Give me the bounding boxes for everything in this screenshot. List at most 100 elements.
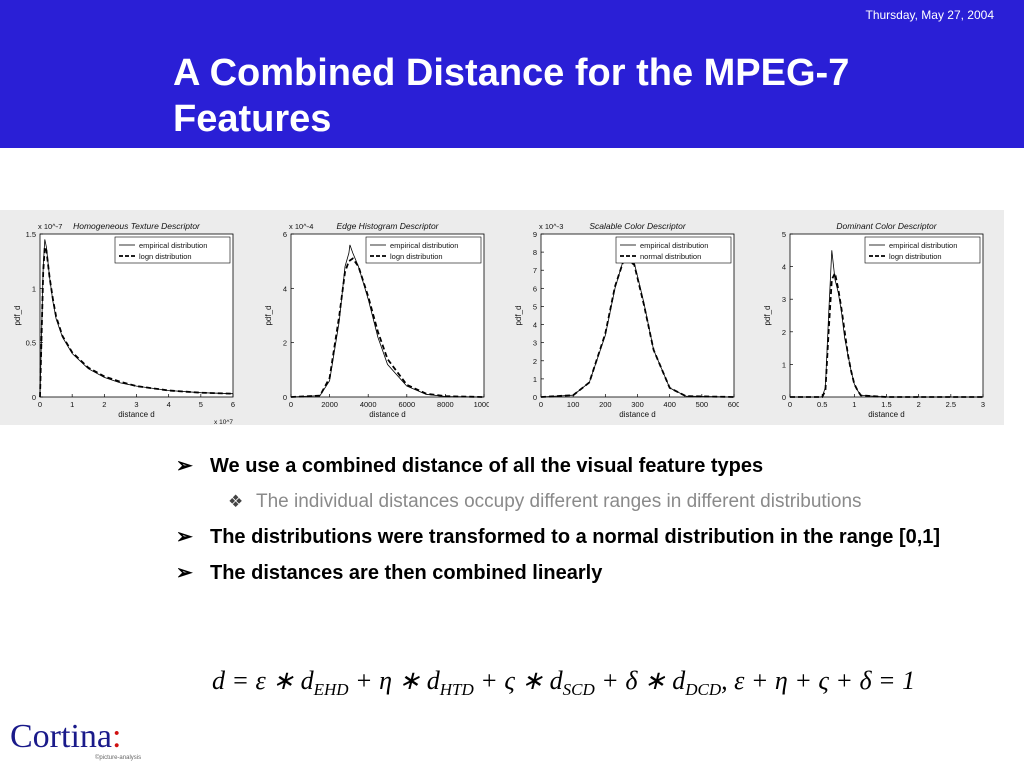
series-line [39,243,234,398]
x-tick-label: 100 [567,400,580,409]
legend-label: empirical distribution [640,241,708,250]
title-banner: Thursday, May 27, 2004 A Combined Distan… [0,0,1024,148]
diamond-bullet-icon: ❖ [228,492,244,511]
y-axis-label: pdf_d [763,305,772,325]
x-tick-label: 0 [38,400,42,409]
slide-title: A Combined Distance for the MPEG-7 Featu… [173,52,850,140]
y-tick-label: 3 [533,339,537,348]
x-axis-label: distance d [369,410,405,419]
y-tick-label: 4 [533,321,537,330]
formula-subscript: EHD [313,680,349,700]
y-tick-label: 7 [533,266,537,275]
x-tick-label: 5 [199,400,203,409]
arrow-bullet-icon: ➢ [176,455,193,477]
legend-box [114,236,231,264]
date-label: Thursday, May 27, 2004 [865,8,994,22]
x-tick-label: 2.5 [946,400,956,409]
x-tick-label: 2 [102,400,106,409]
x-tick-label: 300 [631,400,644,409]
sub-bullet-item: ❖ The individual distances occupy differ… [170,488,990,515]
x-tick-label: 400 [663,400,676,409]
y-tick-label: 6 [283,230,287,239]
x-axis-label: distance d [868,410,904,419]
chart-title: Dominant Color Descriptor [836,221,937,231]
x-tick-label: 1 [70,400,74,409]
legend-label: logn distribution [139,252,192,261]
y-axis-label: pdf_d [264,305,273,325]
x-tick-label: 8000 [437,400,454,409]
distribution-charts: Homogeneous Texture Descriptor x 10^-7 x 1… [0,210,1004,425]
y-axis-label: pdf_d [13,305,22,325]
x-tick-label: 200 [599,400,612,409]
legend-label: empirical distribution [390,241,458,250]
y-tick-label: 0.5 [26,339,36,348]
y-tick-label: 3 [782,295,786,304]
x-tick-label: 4 [167,400,171,409]
x-tick-label: 600 [728,400,739,409]
x-axis-label: distance d [118,410,154,419]
legend-label: normal distribution [640,252,701,261]
formula-part: + η ∗ d [348,666,440,695]
formula-part: + ς ∗ d [473,666,563,695]
chart-4: Dominant Color Descriptor 0 0.5 1 1.5 2 2.5 3 0 1… [763,221,985,419]
y-tick-label: 2 [782,328,786,337]
legend-box [365,236,482,264]
x-tick-label: 6 [231,400,235,409]
y-tick-label: 2 [283,339,287,348]
formula-subscript: SCD [562,680,595,700]
y-tick-label: 1 [32,284,36,293]
logo-colon: : [111,718,122,755]
y-tick-label: 0 [283,393,287,402]
y-multiplier: x 10^-4 [289,222,313,231]
chart-3: Scalable Color Descriptor x 10^-3 0 100 200 3… [514,221,739,419]
bullet-text: The individual distances occupy differen… [256,491,862,512]
series-line [790,270,983,398]
legend-label: empirical distribution [139,241,207,250]
cortina-logo: Cortina: [10,718,121,756]
x-tick-label: 2 [917,400,921,409]
x-tick-label: 500 [696,400,709,409]
bullet-list: ➢ We use a combined distance of all the … [170,452,990,595]
y-tick-label: 0 [782,393,786,402]
x-tick-label: 1 [852,400,856,409]
x-tick-label: 2000 [321,400,338,409]
x-axis-label: distance d [619,410,655,419]
formula-subscript: DCD [685,680,722,700]
formula-subscript: HTD [439,680,474,700]
chart-title: Edge Histogram Descriptor [336,221,439,231]
y-tick-label: 8 [533,248,537,257]
bullet-text: The distributions were transformed to a … [210,526,941,548]
chart-title: Homogeneous Texture Descriptor [73,221,201,231]
x-tick-label: 0.5 [817,400,827,409]
chart-2: Edge Histogram Descriptor x 10^-4 0 2000 400… [264,221,489,419]
bullet-item: ➢ The distances are then combined linear… [170,559,990,587]
bullet-item: ➢ The distributions were transformed to … [170,523,990,551]
x-tick-label: 0 [788,400,792,409]
y-tick-label: 4 [782,263,786,272]
y-multiplier: x 10^-3 [539,222,563,231]
y-tick-label: 0 [32,393,36,402]
x-multiplier: x 10^7 [214,419,233,425]
legend-box [615,236,732,264]
y-tick-label: 4 [283,284,287,293]
y-axis-label: pdf_d [514,305,523,325]
logo-text: Cortina [10,718,112,755]
combined-distance-formula: d = ε ∗ dEHD + η ∗ dHTD + ς ∗ dSCD + δ ∗… [212,666,915,700]
y-tick-label: 9 [533,230,537,239]
x-tick-label: 6000 [398,400,415,409]
arrow-bullet-icon: ➢ [176,526,193,548]
bullet-item: ➢ We use a combined distance of all the … [170,452,990,480]
y-tick-label: 1 [782,360,786,369]
y-tick-label: 1 [533,375,537,384]
arrow-bullet-icon: ➢ [176,562,193,584]
chart-1: Homogeneous Texture Descriptor x 10^-7 x 1… [13,221,235,425]
legend-label: logn distribution [889,252,942,261]
logo-subtext: ©picture-analysis [95,755,142,761]
y-multiplier: x 10^-7 [38,222,62,231]
x-tick-label: 3 [134,400,138,409]
y-tick-label: 2 [533,357,537,366]
legend-label: empirical distribution [889,241,957,250]
formula-part: + δ ∗ d [594,666,686,695]
legend-box [864,236,981,264]
